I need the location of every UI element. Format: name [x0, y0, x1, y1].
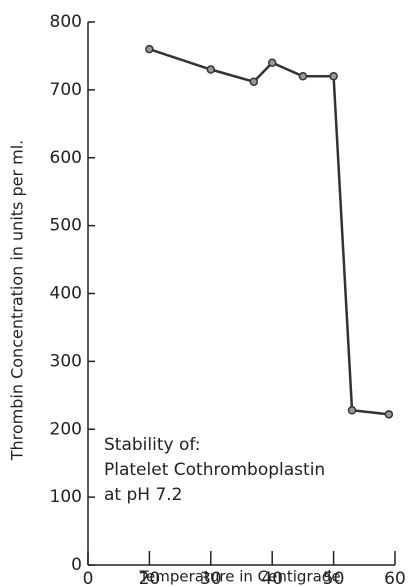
point	[267, 58, 277, 67]
x-tick-label: 0	[83, 569, 94, 587]
point	[329, 72, 338, 81]
y-tick-label: 100	[50, 487, 82, 507]
annotation: Stability of:	[104, 435, 200, 455]
x-tick-label: 40	[261, 569, 283, 587]
point	[384, 410, 394, 419]
x-tick-label: 50	[323, 569, 345, 587]
y-tick-label: 200	[50, 419, 82, 439]
annotation: Platelet Cothromboplastin	[104, 460, 325, 480]
point	[347, 405, 357, 415]
point	[206, 65, 216, 74]
x-tick-label: 20	[139, 569, 161, 587]
point	[145, 44, 154, 54]
point	[298, 72, 308, 81]
y-axis-label: Thrombin Concentration in units per ml.	[8, 140, 27, 462]
y-tick-label: 800	[50, 12, 82, 32]
x-tick-label: 60	[384, 569, 406, 587]
y-tick-label: 400	[50, 284, 82, 304]
y-tick-label: 500	[50, 216, 82, 236]
line	[149, 47, 389, 416]
x-tick-label: 30	[200, 569, 222, 587]
y-tick-label: 700	[50, 80, 82, 100]
y-tick-label: 600	[50, 148, 82, 168]
point	[249, 77, 259, 86]
annotation: at pH 7.2	[104, 485, 183, 505]
x-axis-label: Temperature in Centigrade	[138, 568, 340, 586]
y-tick-label: 0	[71, 555, 82, 575]
y-tick-label: 300	[50, 351, 82, 371]
